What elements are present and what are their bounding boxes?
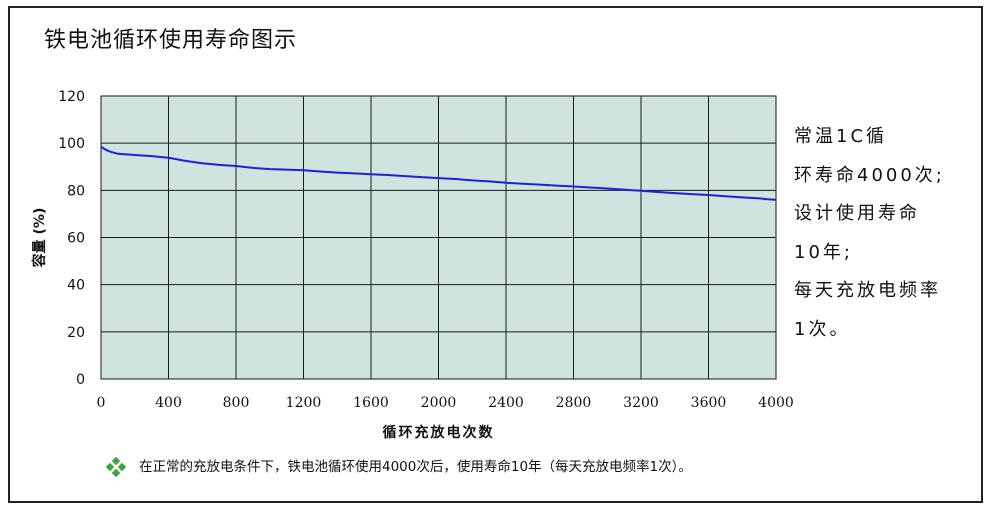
- x-tick-label: 1600: [353, 395, 389, 411]
- x-axis-label: 循环充放电次数: [383, 424, 495, 441]
- footnote-text: 在正常的充放电条件下，铁电池循环使用4000次后，使用寿命10年（每天充放电频率…: [139, 459, 692, 475]
- side-note-line: 常温1C循: [794, 126, 888, 147]
- x-tick-label: 3200: [623, 395, 659, 411]
- side-note-line: 每天充放电频率: [794, 280, 941, 301]
- y-tick-label: 120: [58, 89, 85, 105]
- side-note: 常温1C循 环寿命4000次; 设计使用寿命 10年; 每天充放电频率 1次。: [794, 118, 979, 349]
- y-tick-label: 20: [67, 325, 85, 341]
- x-tick-label: 2400: [488, 395, 524, 411]
- y-tick-label: 100: [58, 136, 85, 152]
- x-tick-label: 4000: [758, 395, 794, 411]
- x-tick-label: 0: [97, 395, 106, 411]
- plot-border: [100, 95, 777, 380]
- x-tick-label: 1200: [286, 395, 322, 411]
- x-tick-label: 3600: [691, 395, 727, 411]
- y-tick-label: 0: [76, 372, 85, 388]
- side-note-line: 1次。: [794, 318, 851, 340]
- chart-title: 铁电池循环使用寿命图示: [44, 28, 298, 53]
- y-tick-label: 60: [67, 231, 85, 247]
- y-axis-label: 容量 (%): [31, 208, 48, 269]
- x-tick-label: 2000: [421, 395, 457, 411]
- x-tick-label: 2800: [556, 395, 592, 411]
- x-axis-ticks: 0 400 800 1200 1600 2000 2400 2800 3200 3600 4000: [97, 395, 794, 411]
- diamond-cluster-icon: [105, 456, 127, 478]
- side-note-line: 设计使用寿命: [794, 203, 920, 224]
- side-note-line: 10年;: [794, 241, 853, 263]
- capacity-series-line: [100, 145, 777, 201]
- footnote: 在正常的充放电条件下，铁电池循环使用4000次后，使用寿命10年（每天充放电频率…: [105, 455, 692, 478]
- y-tick-label: 80: [67, 183, 85, 199]
- y-axis-ticks: 0 20 40 60 80 100 120: [58, 89, 85, 388]
- x-tick-label: 800: [223, 395, 250, 411]
- y-tick-label: 40: [67, 278, 85, 294]
- x-tick-label: 400: [155, 395, 182, 411]
- side-note-line: 环寿命4000次;: [794, 164, 945, 186]
